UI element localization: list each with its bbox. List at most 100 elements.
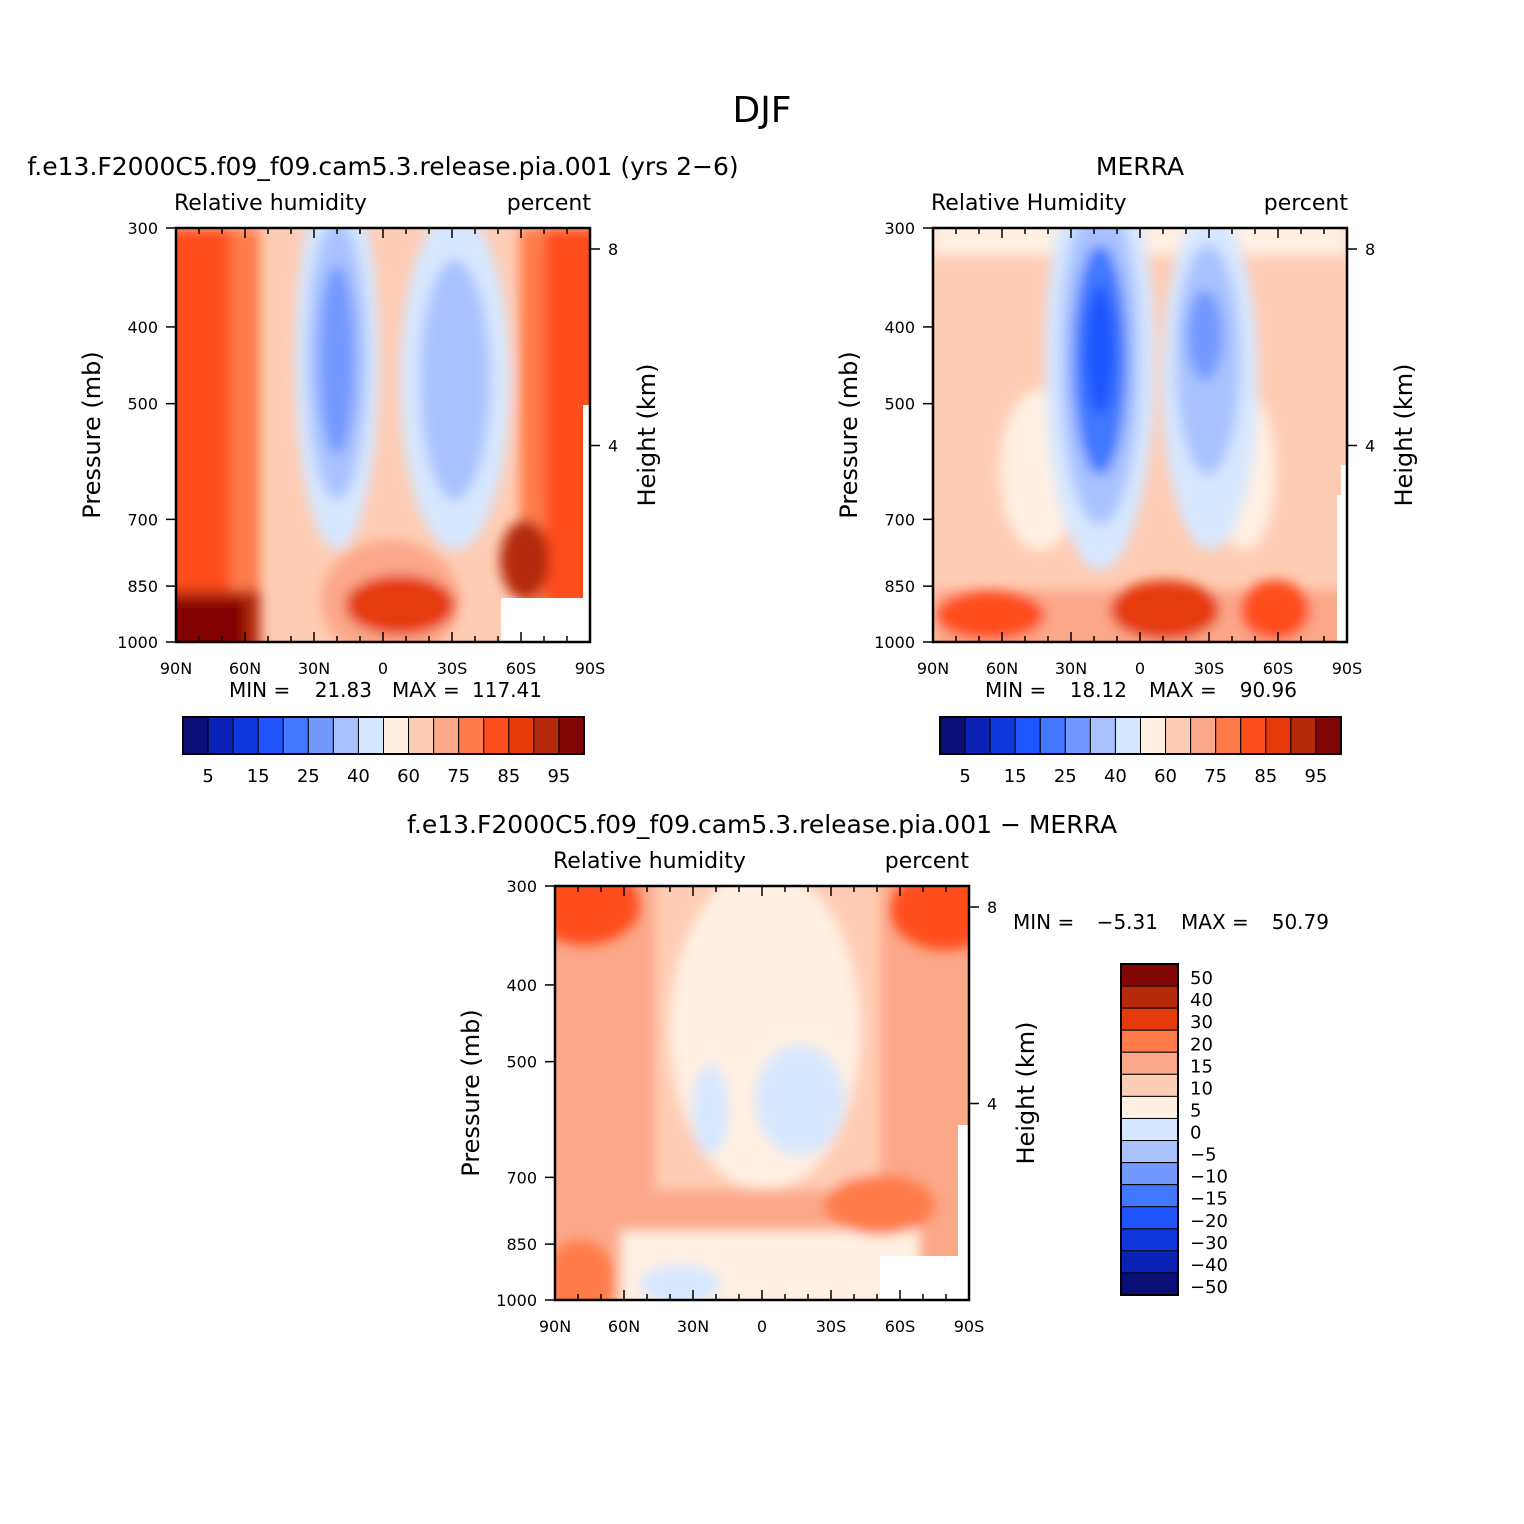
colorbar-swatch bbox=[433, 716, 460, 755]
colorbar-swatch bbox=[533, 716, 560, 755]
panel-diff-y2label: Height (km) bbox=[1012, 1022, 1040, 1165]
panel-merra-units-label: percent bbox=[1264, 191, 1349, 216]
colorbar-swatch bbox=[989, 716, 1016, 755]
colorbar-swatch bbox=[1265, 716, 1292, 755]
colorbar-swatch bbox=[508, 716, 535, 755]
field-neg-surface bbox=[640, 1265, 720, 1300]
field-missing-terrain-2 bbox=[958, 1125, 969, 1256]
panel-model-units-label: percent bbox=[507, 191, 592, 216]
panel-model-axes: 90N 60N 30N 0 30S 60S 90S 300 400 500 700 850 1000 8 4 bbox=[117, 219, 618, 678]
colorbar-swatch bbox=[1120, 1007, 1179, 1031]
colorbar-swatch bbox=[1120, 985, 1179, 1009]
colorbar-swatch bbox=[1039, 716, 1066, 755]
field-dry-nh-3 bbox=[319, 265, 355, 455]
y-tick-label: 400 bbox=[506, 976, 537, 995]
x-tick-label: 60N bbox=[229, 659, 261, 678]
y-tick-label: 300 bbox=[506, 877, 537, 896]
x-tick-label: 30N bbox=[1055, 659, 1087, 678]
colorbar-label: 0 bbox=[1190, 1123, 1201, 1144]
panel-diff-units-label: percent bbox=[885, 849, 970, 874]
colorbar-swatch bbox=[1165, 716, 1192, 755]
colorbar-swatch bbox=[1120, 1073, 1179, 1097]
panel-diff-max-label: MAX = bbox=[1181, 910, 1249, 934]
panel-model-min-value: 21.83 bbox=[315, 678, 372, 702]
colorbar-label: 85 bbox=[1254, 766, 1277, 787]
colorbar-label: 50 bbox=[1190, 968, 1213, 989]
panel-diff-max-value: 50.79 bbox=[1272, 910, 1329, 934]
colorbar-swatch bbox=[483, 716, 510, 755]
panel-merra-y2label: Height (km) bbox=[1390, 364, 1418, 507]
colorbar-swatch bbox=[1120, 1140, 1179, 1164]
colorbar-swatch bbox=[1120, 1184, 1179, 1208]
panel-diff: f.e13.F2000C5.f09_f09.cam5.3.release.pia… bbox=[407, 810, 1329, 1302]
x-tick-label: 0 bbox=[757, 1317, 767, 1336]
panel-model-ylabel: Pressure (mb) bbox=[78, 351, 106, 518]
field-left-warm2 bbox=[230, 228, 260, 642]
panel-merra-variable-label: Relative Humidity bbox=[931, 191, 1126, 216]
x-tick-label: 90S bbox=[575, 659, 606, 678]
colorbar-swatch bbox=[357, 716, 384, 755]
colorbar-label: 75 bbox=[447, 766, 470, 787]
field-surface-eq bbox=[1110, 580, 1220, 640]
y-tick-label: 400 bbox=[127, 318, 158, 337]
field-missing-terrain-2 bbox=[1341, 465, 1347, 495]
colorbar-swatch bbox=[1120, 1228, 1179, 1252]
axes-layer: 90N 60N 30N 0 30S 60S 90S300400500700850100084… bbox=[117, 219, 1375, 1336]
x-tick-label: 90N bbox=[539, 1317, 571, 1336]
colorbar-swatch bbox=[1120, 1051, 1179, 1075]
x-tick-label: 60S bbox=[885, 1317, 916, 1336]
colorbar-swatch bbox=[257, 716, 284, 755]
panel-diff-title: f.e13.F2000C5.f09_f09.cam5.3.release.pia… bbox=[407, 810, 1117, 839]
field-missing-terrain-2 bbox=[583, 405, 590, 598]
x-tick-label: 30N bbox=[677, 1317, 709, 1336]
panel-model-field bbox=[176, 228, 590, 642]
colorbar-swatch bbox=[1114, 716, 1141, 755]
colorbar-frame bbox=[939, 716, 1342, 755]
field-corner-sw bbox=[555, 1240, 615, 1300]
y2-tick-label: 8 bbox=[987, 898, 997, 917]
colorbar-label: 40 bbox=[1104, 766, 1127, 787]
x-tick-label: 30S bbox=[816, 1317, 847, 1336]
panel-merra-max-label: MAX = bbox=[1149, 678, 1217, 702]
colorbar-label: 75 bbox=[1204, 766, 1227, 787]
colorbar-label: −10 bbox=[1190, 1167, 1228, 1188]
colorbar-swatch bbox=[1120, 1250, 1179, 1274]
y-tick-label: 400 bbox=[884, 318, 915, 337]
colorbar-swatch bbox=[1120, 1029, 1179, 1053]
y2-tick-label: 8 bbox=[1365, 240, 1375, 259]
colorbar-swatch bbox=[558, 716, 585, 755]
colorbar-swatch bbox=[408, 716, 435, 755]
field-nh-surface-2 bbox=[176, 600, 245, 642]
y-tick-label: 500 bbox=[884, 395, 915, 414]
colorbar-swatch bbox=[1120, 1206, 1179, 1230]
colorbar-swatch bbox=[1120, 963, 1179, 987]
colorbar-label: 20 bbox=[1190, 1034, 1213, 1055]
colorbar-swatch bbox=[307, 716, 334, 755]
field-dry-sh-3 bbox=[1187, 290, 1223, 380]
field-corner-nw bbox=[555, 886, 640, 945]
panel-model-max-value: 117.41 bbox=[472, 678, 542, 702]
colorbar-swatch bbox=[1089, 716, 1116, 755]
y-tick-label: 850 bbox=[884, 577, 915, 596]
y2-tick-label: 8 bbox=[608, 240, 618, 259]
colorbar-swatch bbox=[207, 716, 234, 755]
colorbar-swatch bbox=[1240, 716, 1267, 755]
colorbar-label: 60 bbox=[1154, 766, 1177, 787]
y2-tick-label: 4 bbox=[1365, 437, 1375, 456]
panel-merra-min-value: 18.12 bbox=[1070, 678, 1127, 702]
x-tick-label: 30N bbox=[298, 659, 330, 678]
x-tick-label: 90S bbox=[1332, 659, 1363, 678]
colorbar-label: 95 bbox=[547, 766, 570, 787]
panel-diff-axes: 90N 60N 30N 0 30S 60S 90S 300 400 500 700 850 1000 8 4 bbox=[496, 877, 997, 1336]
y2-tick-label: 4 bbox=[608, 437, 618, 456]
colorbar-frame bbox=[182, 716, 585, 755]
colorbar-swatch bbox=[1215, 716, 1242, 755]
y-tick-label: 850 bbox=[127, 577, 158, 596]
colorbar-label: −15 bbox=[1190, 1189, 1228, 1210]
colorbar-swatch bbox=[939, 716, 966, 755]
colorbar-swatch bbox=[1120, 1117, 1179, 1142]
colorbar-label: 60 bbox=[397, 766, 420, 787]
y-tick-label: 1000 bbox=[496, 1291, 537, 1310]
colorbar-swatch bbox=[232, 716, 259, 755]
